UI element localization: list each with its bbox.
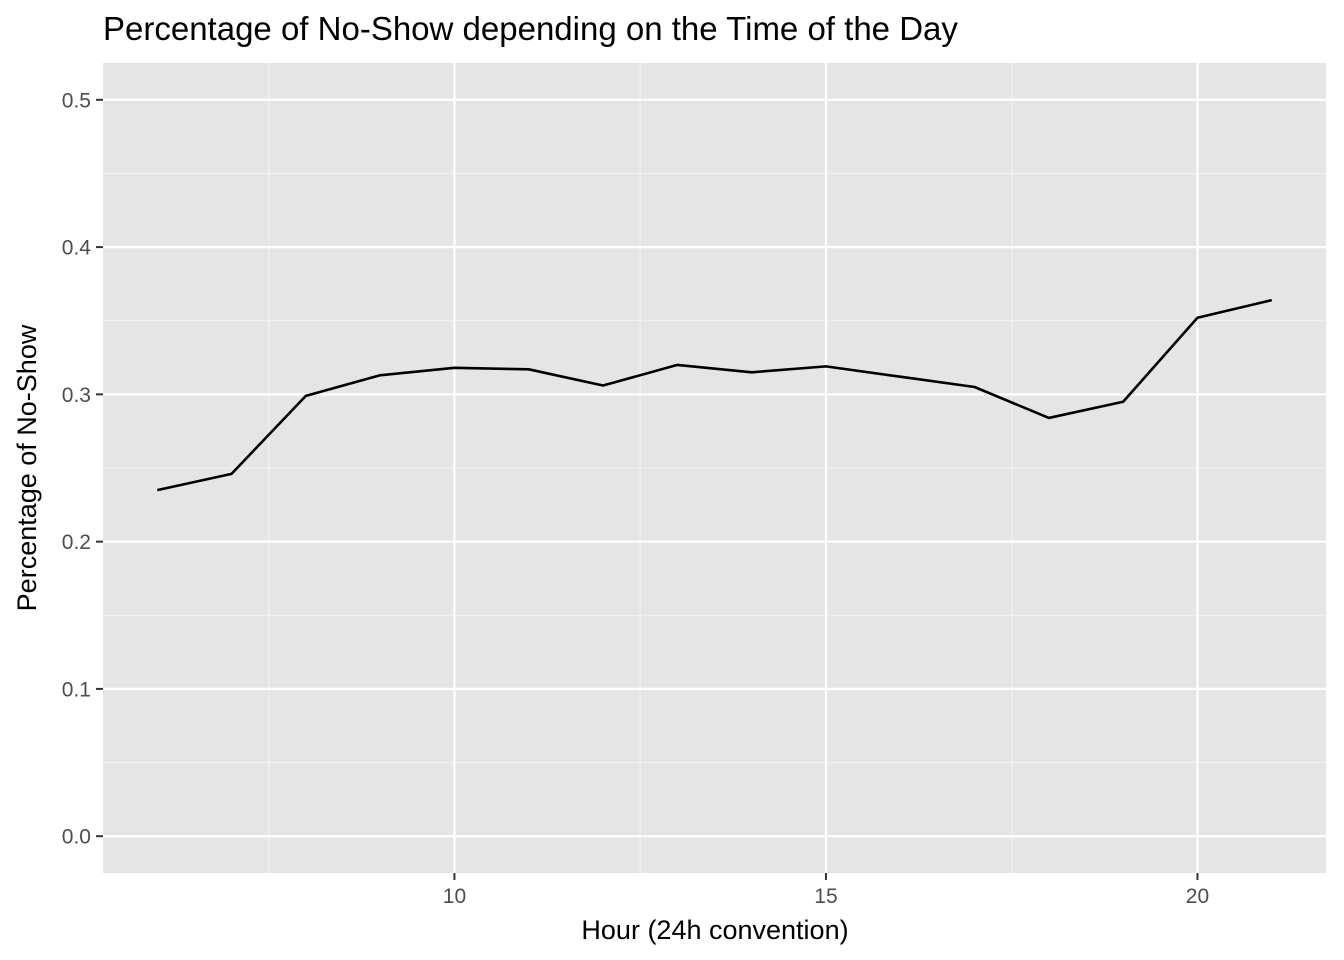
x-tick-label: 10 — [443, 885, 466, 908]
y-tick-label: 0.2 — [62, 531, 91, 554]
data-point — [602, 385, 604, 387]
chart-title: Percentage of No-Show depending on the T… — [103, 10, 958, 47]
y-tick-label: 0.5 — [62, 89, 91, 112]
data-point — [1271, 299, 1273, 301]
data-point — [305, 395, 307, 397]
x-axis-title: Hour (24h convention) — [581, 915, 848, 945]
data-point — [528, 368, 530, 370]
data-point — [1048, 417, 1050, 419]
y-tick-label: 0.1 — [62, 678, 91, 701]
y-tick-label: 0.4 — [62, 237, 92, 260]
no-show-series-line — [156, 298, 1273, 492]
x-axis: 10 15 20 — [443, 873, 1209, 908]
data-point — [676, 364, 678, 366]
x-tick-label: 20 — [1186, 885, 1209, 908]
data-point — [899, 376, 901, 378]
data-point — [453, 367, 455, 369]
data-point — [231, 473, 233, 475]
data-point — [1196, 317, 1198, 319]
major-gridlines — [103, 63, 1326, 873]
data-point — [156, 489, 158, 491]
y-axis-title: Percentage of No-Show — [12, 324, 42, 611]
minor-gridlines — [103, 63, 1326, 873]
x-tick-label: 15 — [814, 885, 837, 908]
y-tick-label: 0.3 — [62, 384, 91, 407]
y-axis: 0.0 0.1 0.2 0.3 0.4 0.5 — [62, 89, 103, 849]
data-point — [825, 365, 827, 367]
data-point — [751, 371, 753, 373]
data-point — [1122, 401, 1124, 403]
data-point — [379, 374, 381, 376]
y-tick-label: 0.0 — [62, 826, 91, 849]
data-point — [974, 386, 976, 388]
